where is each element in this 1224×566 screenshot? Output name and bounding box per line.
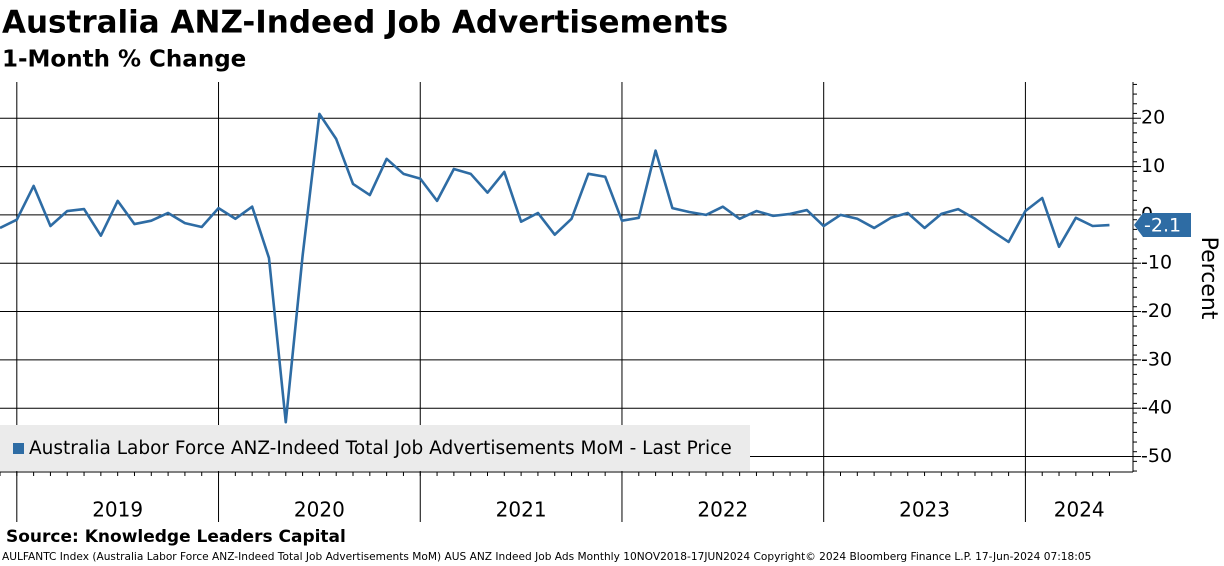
data-line xyxy=(0,112,1110,424)
x-tick-label: 2023 xyxy=(899,498,950,522)
y-tick-label: -10 xyxy=(1141,252,1172,274)
y-tick-label: 20 xyxy=(1141,107,1165,129)
footnote: AULFANTC Index (Australia Labor Force AN… xyxy=(2,551,1091,563)
chart-subtitle: 1-Month % Change xyxy=(2,47,246,73)
last-value-label: -2.1 xyxy=(1144,215,1181,237)
x-tick-label: 2019 xyxy=(92,498,143,522)
chart-title: Australia ANZ-Indeed Job Advertisements xyxy=(2,5,728,41)
last-value-box xyxy=(1134,213,1191,238)
legend-label: Australia Labor Force ANZ-Indeed Total J… xyxy=(29,438,732,459)
x-tick-label: 2020 xyxy=(294,498,345,522)
y-tick-label: 10 xyxy=(1141,155,1165,177)
legend-swatch xyxy=(13,443,24,454)
source: Source: Knowledge Leaders Capital xyxy=(6,527,346,547)
y-tick-label: -30 xyxy=(1141,348,1172,370)
y-tick-label: -50 xyxy=(1141,445,1172,467)
y-tick-label: -40 xyxy=(1141,397,1172,419)
x-tick-label: 2021 xyxy=(496,498,547,522)
x-tick-label: 2022 xyxy=(697,498,748,522)
x-tick-label: 2024 xyxy=(1054,498,1105,522)
legend-box xyxy=(0,425,750,471)
y-tick-label: -20 xyxy=(1141,300,1172,322)
y-axis-label: Percent xyxy=(1196,237,1221,320)
